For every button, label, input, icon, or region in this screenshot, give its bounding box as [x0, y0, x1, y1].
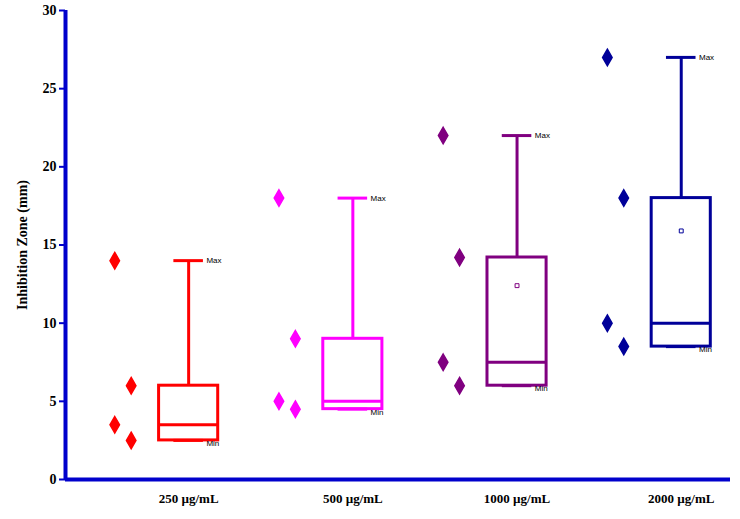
- svg-text:Min: Min: [371, 408, 384, 417]
- svg-text:Max: Max: [699, 53, 714, 62]
- svg-text:Min: Min: [535, 384, 548, 393]
- svg-text:Min: Min: [699, 345, 712, 354]
- svg-text:30: 30: [43, 3, 57, 18]
- svg-text:2000 µg/mL: 2000 µg/mL: [648, 491, 715, 506]
- svg-text:Max: Max: [535, 131, 550, 140]
- svg-text:5: 5: [50, 394, 57, 409]
- svg-text:1000 µg/mL: 1000 µg/mL: [484, 491, 551, 506]
- svg-text:500 µg/mL: 500 µg/mL: [323, 491, 383, 506]
- svg-text:25: 25: [43, 81, 57, 96]
- svg-text:Min: Min: [206, 439, 219, 448]
- svg-text:Inhibition Zone (mm): Inhibition Zone (mm): [15, 180, 31, 310]
- svg-text:Max: Max: [206, 256, 221, 265]
- svg-text:250 µg/mL: 250 µg/mL: [159, 491, 219, 506]
- svg-text:0: 0: [50, 472, 57, 487]
- svg-text:20: 20: [43, 159, 57, 174]
- svg-text:Max: Max: [371, 194, 386, 203]
- svg-text:15: 15: [43, 237, 57, 252]
- svg-text:10: 10: [43, 316, 57, 331]
